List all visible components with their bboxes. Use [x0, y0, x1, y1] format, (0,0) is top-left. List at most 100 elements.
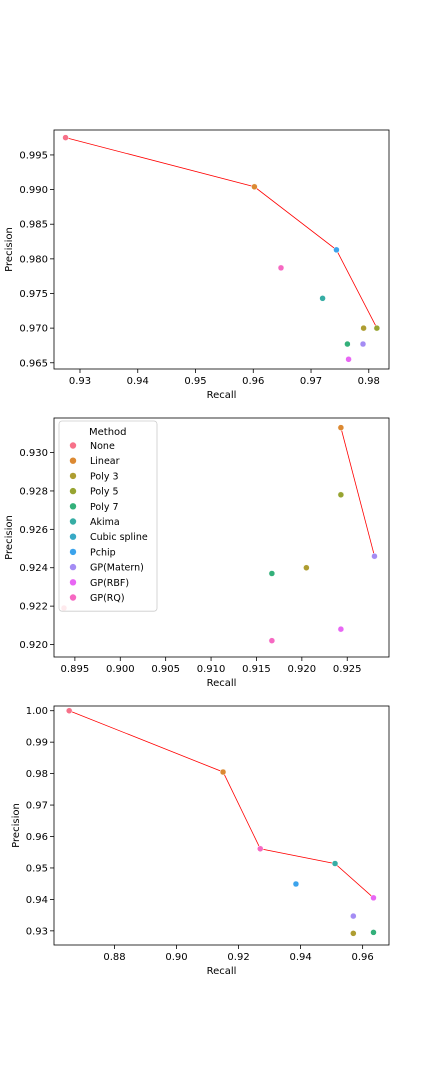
y-tick-label: 0.93: [26, 926, 48, 937]
x-tick-label: 0.98: [358, 376, 380, 387]
point-linear: [337, 424, 345, 431]
legend-label-gp-rbf: GP(RBF): [90, 578, 129, 589]
plot-frame: [53, 417, 390, 658]
x-tick-label: 0.94: [289, 952, 311, 963]
x-tick-label: 0.920: [288, 664, 317, 675]
point-poly-5: [337, 491, 345, 499]
legend-marker-pchip: [69, 548, 77, 556]
point-gp-rbf: [337, 625, 345, 633]
point-pchip: [333, 246, 340, 254]
y-tick-label: 0.920: [19, 640, 48, 651]
point-poly-7: [370, 929, 377, 936]
y-tick-label: 0.922: [19, 602, 48, 613]
legend-marker-gp-rbf: [69, 579, 77, 586]
point-pchip: [292, 880, 300, 888]
point-poly-5: [373, 324, 381, 332]
legend-marker-akima: [69, 518, 77, 525]
point-linear: [219, 768, 227, 776]
x-tick-label: 0.895: [61, 664, 90, 675]
y-axis-label: Precision: [4, 515, 15, 560]
x-tick-label: 0.915: [242, 664, 271, 675]
point-gp-matern: [350, 912, 357, 920]
x-tick-label: 0.925: [333, 664, 362, 675]
x-tick-label: 0.90: [165, 952, 187, 963]
y-axis-label: Precision: [11, 803, 22, 848]
x-tick-label: 0.96: [242, 376, 264, 387]
y-tick-label: 0.980: [19, 254, 48, 265]
x-axis-label: Recall: [207, 966, 237, 977]
x-tick-label: 0.94: [127, 376, 149, 387]
y-tick-label: 0.99: [26, 738, 48, 749]
pareto-frontier-line: [65, 137, 378, 329]
point-linear: [251, 183, 258, 191]
x-tick-label: 0.88: [103, 952, 125, 963]
point-none: [62, 134, 69, 141]
x-axis-label: Recall: [207, 678, 237, 689]
plot-frame: [53, 705, 390, 946]
x-tick-label: 0.910: [197, 664, 226, 675]
x-tick-label: 0.95: [184, 376, 206, 387]
point-poly-3: [360, 324, 367, 332]
y-tick-label: 0.98: [26, 769, 48, 780]
chart-panel-3: 0.88 0.90 0.92 0.94 0.96 0.93 0.94 0.95 0.96 0.97…: [11, 705, 390, 977]
y-tick-label: 0.990: [19, 185, 48, 196]
legend-label-poly-3: Poly 3: [90, 471, 119, 482]
y-tick-label: 0.970: [19, 324, 48, 335]
legend-label-gp-matern: GP(Matern): [90, 563, 144, 574]
point-gp-rq: [277, 264, 285, 272]
point-gp-matern: [371, 552, 378, 560]
y-tick-label: 0.94: [26, 895, 48, 906]
legend-marker-linear: [69, 457, 77, 464]
x-tick-label: 0.92: [227, 952, 249, 963]
point-akima: [331, 860, 339, 867]
point-gp-rq: [268, 637, 276, 644]
point-gp-rq: [257, 845, 264, 853]
y-tick-label: 0.924: [19, 563, 48, 574]
pareto-frontier-line: [340, 427, 375, 557]
point-gp-rbf: [345, 356, 352, 363]
plot-frame: [53, 129, 390, 370]
x-tick-label: 0.900: [106, 664, 135, 675]
point-none: [65, 707, 73, 714]
legend-label-linear: Linear: [90, 456, 120, 467]
x-tick-label: 0.96: [352, 952, 374, 963]
point-poly-7: [344, 340, 351, 348]
legend-label-poly-7: Poly 7: [90, 502, 119, 513]
y-tick-label: 0.95: [26, 863, 48, 874]
legend-label-cubic-spline: Cubic spline: [90, 532, 148, 543]
legend-marker-poly-5: [69, 487, 77, 495]
y-tick-label: 0.985: [19, 220, 48, 231]
legend-marker-none: [69, 442, 77, 449]
y-tick-label: 0.97: [26, 801, 48, 812]
pareto-frontier-line: [69, 710, 374, 899]
point-poly-3: [303, 564, 310, 571]
legend-label-pchip: Pchip: [90, 547, 116, 558]
legend-marker-poly-3: [69, 472, 77, 480]
y-axis-label: Precision: [4, 227, 15, 272]
legend-label-akima: Akima: [90, 517, 120, 528]
chart-panel-2: 0.895 0.900 0.905 0.910 0.915 0.920 0.925 0.920…: [4, 417, 390, 689]
y-tick-label: 0.928: [19, 486, 48, 497]
legend-marker-poly-7: [69, 503, 77, 510]
y-tick-label: 0.965: [19, 358, 48, 369]
legend-marker-gp-rq: [69, 594, 77, 601]
y-tick-label: 0.926: [19, 525, 48, 536]
x-tick-label: 0.93: [69, 376, 91, 387]
legend-box: [58, 420, 158, 612]
point-gp-rbf: [370, 894, 377, 902]
legend-marker-gp-matern: [69, 563, 77, 571]
x-tick-label: 0.905: [151, 664, 180, 675]
chart-panel-1: 0.93 0.94 0.95 0.96 0.97 0.98 0.965 0.970 0.975 0…: [4, 129, 390, 401]
y-tick-label: 0.96: [26, 832, 48, 843]
y-tick-label: 0.995: [19, 150, 48, 161]
legend-label-gp-rq: GP(RQ): [90, 593, 125, 604]
point-poly-7: [268, 570, 276, 577]
y-tick-label: 1.00: [26, 706, 48, 717]
y-tick-label: 0.975: [19, 289, 48, 300]
point-gp-matern: [359, 340, 367, 348]
y-tick-label: 0.930: [19, 448, 48, 459]
legend-marker-cubic-spline: [69, 533, 77, 540]
x-tick-label: 0.97: [300, 376, 322, 387]
point-poly-3: [350, 930, 357, 937]
legend-label-none: None: [90, 441, 115, 452]
